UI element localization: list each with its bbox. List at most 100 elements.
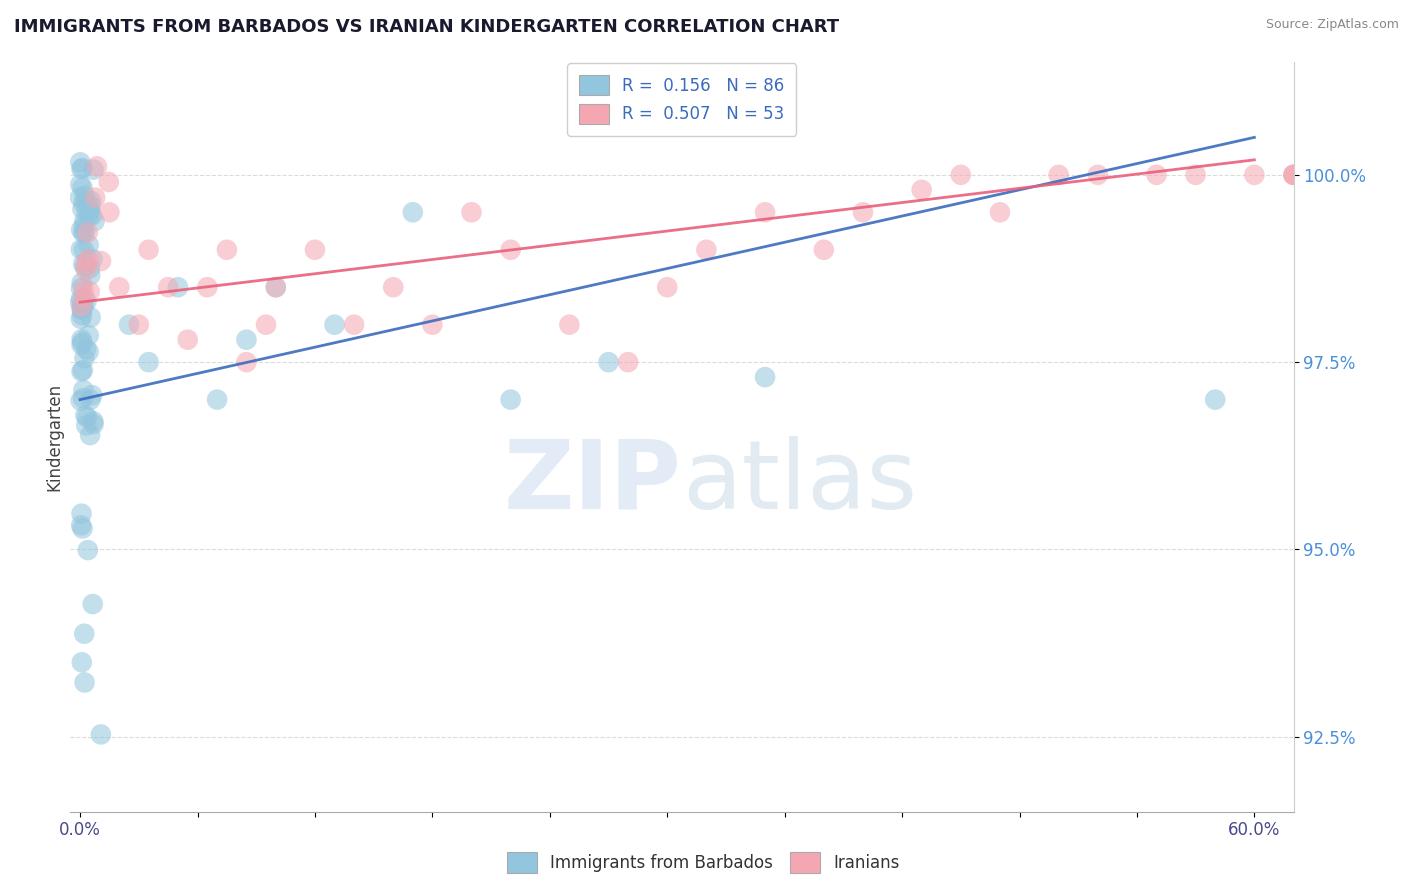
Point [75, 342, 97, 356]
Point [754, 370, 776, 384]
Point [73, 243, 96, 257]
Point [70, 243, 93, 257]
Point [79, 199, 101, 213]
Point [70, 223, 93, 237]
Point [72, 196, 94, 211]
Point [69, 295, 91, 310]
Point [79, 203, 101, 218]
Point [72, 302, 94, 317]
Y-axis label: Kindergarten: Kindergarten [45, 383, 63, 491]
Point [235, 355, 257, 369]
Point [75, 294, 97, 309]
Point [695, 243, 717, 257]
Point [813, 243, 835, 257]
Point [69, 312, 91, 326]
Point [72, 299, 94, 313]
Legend: Immigrants from Barbados, Iranians: Immigrants from Barbados, Iranians [501, 846, 905, 880]
Point [79, 428, 101, 442]
Point [235, 333, 257, 347]
Point [852, 205, 875, 219]
Point [264, 280, 287, 294]
Point [77, 252, 100, 267]
Point [73, 213, 96, 227]
Point [70, 276, 93, 290]
Point [75, 195, 97, 210]
Point [167, 280, 190, 294]
Point [304, 243, 326, 257]
Point [82, 414, 104, 428]
Point [73, 626, 96, 640]
Point [402, 205, 425, 219]
Point [343, 318, 366, 332]
Point [70, 308, 93, 322]
Point [264, 280, 287, 294]
Point [72, 282, 94, 296]
Point [76, 204, 98, 219]
Text: ZIP: ZIP [503, 435, 682, 529]
Point [80, 209, 103, 223]
Point [988, 205, 1011, 219]
Point [70, 337, 93, 351]
Point [108, 280, 131, 294]
Point [70, 299, 93, 313]
Point [77, 328, 100, 343]
Point [75, 257, 97, 271]
Point [323, 318, 346, 332]
Point [79, 203, 101, 218]
Point [72, 383, 94, 397]
Point [76, 226, 98, 240]
Point [911, 183, 934, 197]
Point [70, 518, 93, 533]
Point [69, 178, 91, 192]
Point [69, 190, 91, 204]
Point [460, 205, 482, 219]
Point [80, 194, 103, 209]
Point [73, 260, 96, 274]
Point [128, 318, 150, 332]
Point [79, 310, 101, 325]
Point [73, 675, 96, 690]
Point [72, 521, 94, 535]
Point [499, 243, 522, 257]
Point [86, 160, 108, 174]
Point [598, 355, 620, 369]
Text: Source: ZipAtlas.com: Source: ZipAtlas.com [1265, 18, 1399, 31]
Point [70, 364, 93, 378]
Point [118, 318, 141, 332]
Point [70, 655, 93, 669]
Point [177, 333, 200, 347]
Text: IMMIGRANTS FROM BARBADOS VS IRANIAN KINDERGARTEN CORRELATION CHART: IMMIGRANTS FROM BARBADOS VS IRANIAN KIND… [14, 18, 839, 36]
Point [76, 410, 98, 425]
Point [73, 219, 96, 233]
Point [70, 332, 93, 346]
Point [97, 175, 120, 189]
Point [754, 205, 776, 219]
Point [72, 363, 94, 377]
Point [1047, 168, 1070, 182]
Point [79, 268, 101, 283]
Point [79, 392, 101, 407]
Point [1087, 168, 1109, 182]
Point [1184, 168, 1206, 182]
Point [70, 281, 93, 295]
Point [499, 392, 522, 407]
Point [157, 280, 180, 294]
Point [1282, 168, 1305, 182]
Point [69, 155, 91, 169]
Point [1282, 168, 1305, 182]
Point [70, 507, 93, 521]
Point [72, 298, 94, 312]
Point [949, 168, 972, 182]
Point [1243, 168, 1265, 182]
Text: atlas: atlas [682, 435, 917, 529]
Point [70, 335, 93, 350]
Point [72, 202, 94, 216]
Point [73, 188, 96, 202]
Point [79, 285, 101, 299]
Point [82, 252, 104, 266]
Point [657, 280, 679, 294]
Point [70, 302, 93, 317]
Point [1204, 392, 1226, 407]
Point [90, 727, 112, 741]
Point [72, 226, 94, 240]
